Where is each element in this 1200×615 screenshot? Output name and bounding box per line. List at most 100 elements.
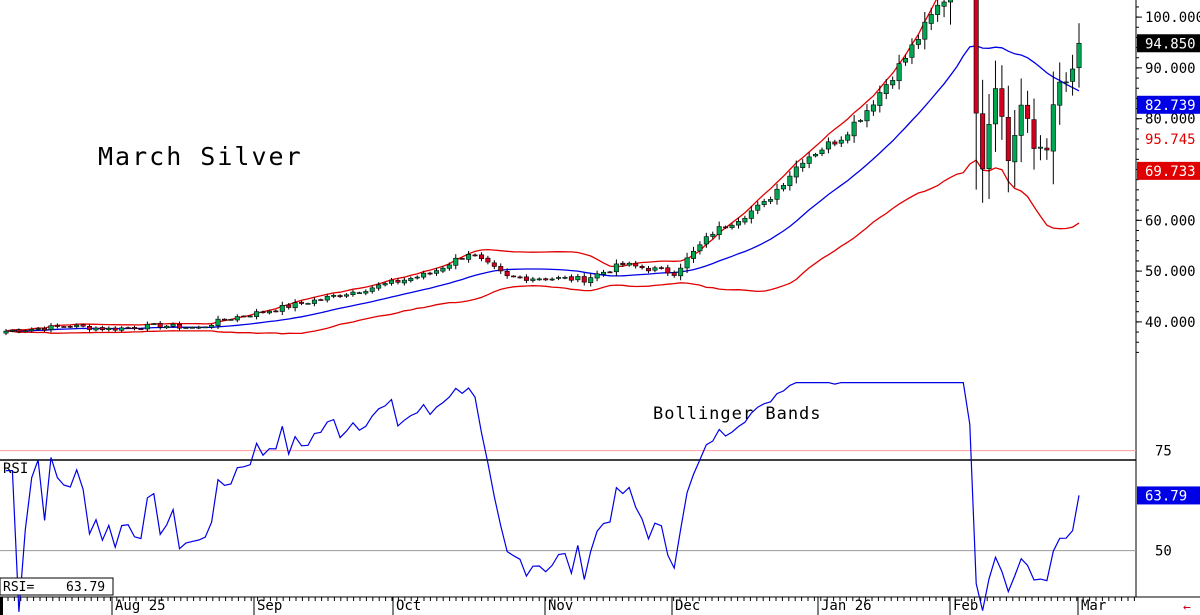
candle bbox=[774, 183, 780, 205]
candle-body bbox=[735, 221, 741, 226]
candle bbox=[183, 326, 189, 329]
candle bbox=[562, 275, 568, 280]
candle-body bbox=[125, 327, 131, 329]
candle bbox=[845, 131, 851, 144]
lower-band-line bbox=[5, 159, 1080, 335]
candle bbox=[935, 0, 941, 22]
candle bbox=[626, 261, 632, 267]
candle-body bbox=[511, 275, 517, 278]
upper-bollinger-band bbox=[5, 0, 937, 332]
last-price-box-bg bbox=[1137, 34, 1200, 53]
candle-body bbox=[729, 224, 735, 228]
candle-body bbox=[556, 277, 562, 279]
candle-body bbox=[144, 323, 150, 330]
candle bbox=[922, 11, 928, 50]
rsi-value-box-text: 63.79 bbox=[1145, 488, 1187, 504]
candle bbox=[401, 277, 407, 286]
candle bbox=[768, 196, 774, 205]
candle bbox=[607, 270, 613, 274]
candle bbox=[896, 54, 902, 90]
candle-body bbox=[286, 304, 292, 308]
candle bbox=[363, 289, 369, 296]
candle-body bbox=[106, 327, 112, 330]
candle-body bbox=[543, 278, 549, 281]
candle-body bbox=[427, 272, 433, 275]
candle-body bbox=[877, 92, 883, 106]
candle bbox=[311, 297, 317, 307]
candle bbox=[1076, 23, 1082, 88]
candle-body bbox=[646, 267, 652, 272]
candle bbox=[3, 329, 9, 336]
candle bbox=[825, 137, 831, 154]
candle bbox=[536, 277, 542, 281]
candle bbox=[684, 252, 690, 274]
candle-body bbox=[1076, 42, 1082, 68]
candle bbox=[324, 293, 330, 303]
candle-body bbox=[440, 267, 446, 272]
candle-body bbox=[517, 276, 523, 279]
x-tick-label: Nov bbox=[548, 598, 573, 614]
candle-body bbox=[266, 310, 272, 314]
candle-body bbox=[870, 104, 876, 112]
candle bbox=[883, 79, 889, 100]
bollinger-annotation: Bollinger Bands bbox=[653, 404, 822, 424]
rsi-readout-value: 63.79 bbox=[66, 580, 105, 595]
candle bbox=[485, 255, 491, 265]
candle-body bbox=[395, 280, 401, 283]
candle bbox=[549, 277, 555, 281]
lower-band-box: 69.733 bbox=[1137, 161, 1200, 180]
candle-body bbox=[941, 1, 947, 7]
candle bbox=[877, 85, 883, 113]
y-tick-label: 40.000 bbox=[1145, 315, 1196, 331]
candle bbox=[9, 329, 15, 333]
candle-body bbox=[228, 319, 234, 321]
candle-body bbox=[761, 201, 767, 205]
candle-body bbox=[472, 254, 478, 257]
candle bbox=[459, 257, 465, 260]
x-tick-label: Sep bbox=[257, 598, 282, 614]
candle bbox=[42, 326, 48, 332]
candle-body bbox=[999, 88, 1005, 117]
candle bbox=[999, 65, 1005, 140]
candle bbox=[735, 217, 741, 229]
candle-body bbox=[594, 273, 600, 279]
x-tick-label: Jan 26 bbox=[821, 598, 872, 614]
candle-body bbox=[626, 262, 632, 266]
candle-body bbox=[119, 327, 125, 331]
candle-body bbox=[588, 277, 594, 284]
candle-body bbox=[138, 328, 144, 331]
candle-body bbox=[363, 291, 369, 294]
candle bbox=[106, 326, 112, 332]
candle bbox=[639, 264, 645, 270]
middle-band-box: 82.739 bbox=[1137, 95, 1200, 114]
y-tick-label: 90.000 bbox=[1145, 61, 1196, 77]
candle bbox=[292, 299, 298, 312]
candle-body bbox=[748, 210, 754, 219]
candle bbox=[568, 274, 574, 283]
candle-body bbox=[851, 121, 857, 137]
candle-body bbox=[1025, 104, 1031, 119]
candle bbox=[87, 323, 93, 332]
candle-body bbox=[723, 226, 729, 229]
candle-body bbox=[633, 263, 639, 267]
candle bbox=[729, 223, 735, 230]
candle-body bbox=[311, 299, 317, 304]
candle-body bbox=[183, 327, 189, 329]
candle-body bbox=[652, 267, 658, 271]
upper-band-line bbox=[5, 0, 937, 332]
candle-body bbox=[581, 276, 587, 283]
candle-body bbox=[607, 271, 613, 274]
candle bbox=[427, 271, 433, 276]
candle-body bbox=[1044, 147, 1050, 151]
candle-body bbox=[1012, 135, 1018, 163]
candle bbox=[851, 115, 857, 143]
candle bbox=[504, 268, 510, 279]
candle bbox=[1025, 90, 1031, 133]
candle-body bbox=[684, 257, 690, 269]
candle-body bbox=[1063, 81, 1069, 84]
candle-body bbox=[170, 323, 176, 327]
candle bbox=[202, 326, 208, 329]
candle bbox=[742, 215, 748, 225]
candle-body bbox=[446, 264, 452, 269]
candle bbox=[241, 315, 247, 318]
